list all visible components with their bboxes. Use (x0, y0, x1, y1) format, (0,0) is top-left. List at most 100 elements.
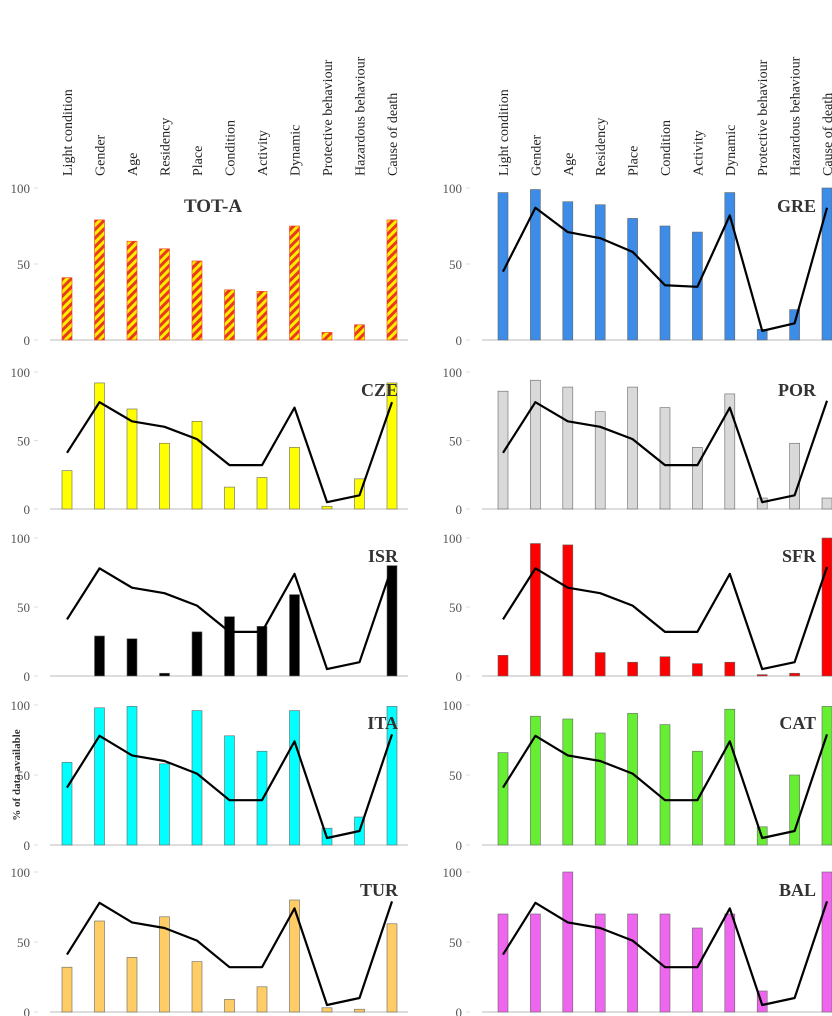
bar (497, 913, 509, 1013)
line (502, 400, 829, 504)
y-axis-label: % of data available (11, 729, 23, 820)
bar (789, 442, 800, 510)
category-label: Condition (659, 120, 674, 176)
bar (821, 871, 832, 1013)
bar (756, 674, 768, 677)
bar (94, 707, 105, 846)
panel-title: TOT-A (184, 196, 242, 217)
bar (126, 240, 138, 341)
y-tick-label: 100 (11, 698, 31, 713)
bar (386, 219, 398, 341)
category-label: Residency (594, 118, 609, 176)
bar (821, 537, 832, 677)
bar (789, 672, 800, 677)
bar (530, 189, 541, 341)
y-tick-label: 0 (24, 333, 31, 348)
line (66, 901, 394, 1007)
bar (256, 477, 268, 510)
bar (159, 672, 170, 677)
bar (354, 1008, 365, 1013)
panel: 0 50 100 CZE (11, 365, 408, 517)
bar (530, 543, 541, 677)
y-tick-label: 100 (443, 365, 463, 380)
bar (562, 386, 574, 510)
bar (530, 715, 541, 846)
bar (821, 706, 832, 846)
y-tick-label: 0 (24, 838, 31, 853)
y-tick-label: 0 (24, 1005, 31, 1016)
panel-title: ISR (368, 546, 399, 566)
bar (126, 957, 138, 1013)
line (66, 734, 394, 840)
bar (94, 920, 105, 1013)
bar (594, 913, 606, 1013)
bar (724, 913, 736, 1013)
bar (191, 631, 203, 677)
category-label: Activity (691, 130, 706, 176)
bar (562, 718, 574, 846)
y-tick-label: 100 (443, 531, 463, 546)
bar (126, 408, 138, 510)
line (502, 734, 829, 840)
bar (724, 708, 736, 846)
category-label: Activity (256, 130, 271, 176)
bar (224, 486, 235, 510)
y-tick-label: 100 (11, 531, 31, 546)
bar (159, 916, 170, 1013)
bar (627, 661, 638, 677)
bar (61, 966, 73, 1013)
category-label: Light condition (497, 89, 512, 176)
bar (659, 656, 671, 677)
bar (289, 899, 300, 1013)
bar (386, 706, 398, 846)
bar (386, 565, 398, 677)
bar (530, 913, 541, 1013)
y-tick-label: 100 (11, 181, 31, 196)
bar (159, 442, 170, 510)
line (66, 566, 394, 671)
line (502, 901, 829, 1007)
category-label: Gender (529, 134, 544, 176)
y-tick-label: 50 (17, 935, 30, 950)
y-tick-label: 100 (443, 181, 463, 196)
bar (562, 201, 574, 341)
y-tick-label: 50 (449, 768, 462, 783)
bar (94, 219, 105, 341)
category-label: Residency (159, 118, 174, 176)
bar (530, 379, 541, 510)
bar (224, 999, 235, 1013)
bar (756, 497, 768, 510)
bar (191, 260, 203, 341)
line (66, 401, 394, 504)
bar (594, 204, 606, 341)
y-tick-label: 50 (449, 434, 462, 449)
bar (594, 411, 606, 510)
bar (724, 393, 736, 510)
bar (659, 724, 671, 846)
bar (692, 663, 703, 677)
panel-title: BAL (779, 880, 816, 900)
bar (497, 752, 509, 846)
bar (126, 706, 138, 846)
bar (627, 218, 638, 341)
y-tick-label: 50 (449, 935, 462, 950)
panel-title: ITA (367, 713, 398, 733)
panel: 0 50 100 Light condition Gender Age Residency P… (11, 56, 408, 348)
y-tick-label: 50 (17, 768, 30, 783)
bar (497, 654, 509, 677)
bar (627, 713, 638, 846)
y-tick-label: 50 (449, 257, 462, 272)
bar (321, 1007, 333, 1013)
bar (94, 635, 105, 677)
bar (821, 187, 832, 341)
bar (256, 986, 268, 1013)
y-tick-label: 0 (456, 669, 463, 684)
category-label: Age (562, 153, 577, 176)
panel-title: TUR (360, 880, 399, 900)
panel: 0 50 100 BAL (443, 865, 832, 1016)
bar (627, 913, 638, 1013)
y-tick-label: 100 (11, 365, 31, 380)
bar (594, 732, 606, 846)
